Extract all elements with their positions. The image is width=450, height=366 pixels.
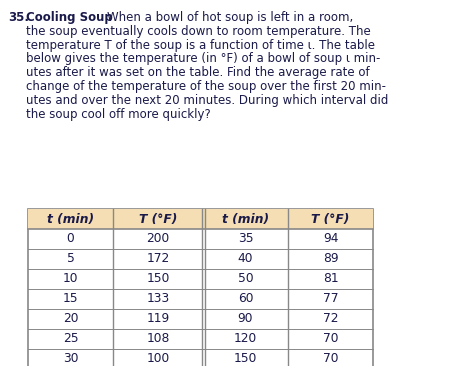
Text: temperature Τ of the soup is a function of time ι. The table: temperature Τ of the soup is a function …: [26, 38, 375, 52]
Text: change of the temperature of the soup over the first 20 min-: change of the temperature of the soup ov…: [26, 80, 386, 93]
Text: When a bowl of hot soup is left in a room,: When a bowl of hot soup is left in a roo…: [107, 11, 353, 24]
Text: T (°F): T (°F): [311, 213, 350, 225]
Text: 35: 35: [238, 232, 253, 246]
Text: 172: 172: [146, 253, 170, 265]
Text: 89: 89: [323, 253, 338, 265]
Text: 72: 72: [323, 313, 338, 325]
Text: the soup cool off more quickly?: the soup cool off more quickly?: [26, 108, 211, 121]
Text: 0: 0: [67, 232, 74, 246]
Text: 70: 70: [323, 352, 338, 366]
Text: the soup eventually cools down to room temperature. The: the soup eventually cools down to room t…: [26, 25, 371, 38]
Text: Cooling Soup: Cooling Soup: [26, 11, 113, 24]
Text: 20: 20: [63, 313, 78, 325]
Text: below gives the temperature (in °F) of a bowl of soup ι min-: below gives the temperature (in °F) of a…: [26, 52, 380, 66]
Text: 70: 70: [323, 332, 338, 346]
Text: t (min): t (min): [222, 213, 269, 225]
Text: 5: 5: [67, 253, 74, 265]
Text: 120: 120: [234, 332, 257, 346]
Text: 15: 15: [63, 292, 78, 306]
Text: 77: 77: [323, 292, 338, 306]
Text: utes and over the next 20 minutes. During which interval did: utes and over the next 20 minutes. Durin…: [26, 94, 388, 107]
Bar: [28, 209, 373, 229]
Text: 100: 100: [146, 352, 170, 366]
Text: 10: 10: [63, 273, 78, 285]
Text: T (°F): T (°F): [139, 213, 177, 225]
Bar: [28, 209, 373, 366]
Text: 81: 81: [323, 273, 338, 285]
Text: utes after it was set on the table. Find the average rate of: utes after it was set on the table. Find…: [26, 66, 369, 79]
Text: t (min): t (min): [47, 213, 94, 225]
Text: 108: 108: [146, 332, 170, 346]
Text: 90: 90: [238, 313, 253, 325]
Text: 60: 60: [238, 292, 253, 306]
Text: 133: 133: [146, 292, 170, 306]
Text: 150: 150: [146, 273, 170, 285]
Text: 94: 94: [323, 232, 338, 246]
Text: 119: 119: [146, 313, 170, 325]
Text: 35.: 35.: [8, 11, 29, 24]
Text: 40: 40: [238, 253, 253, 265]
Text: 150: 150: [234, 352, 257, 366]
Text: 25: 25: [63, 332, 78, 346]
Text: 50: 50: [238, 273, 253, 285]
Text: 30: 30: [63, 352, 78, 366]
Text: 200: 200: [146, 232, 170, 246]
